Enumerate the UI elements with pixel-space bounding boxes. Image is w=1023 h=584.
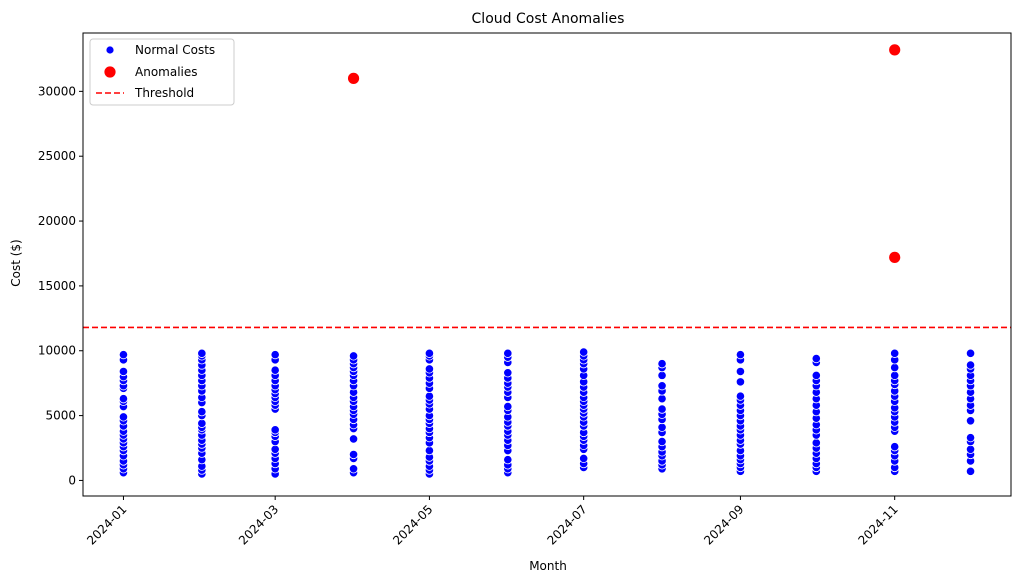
normal-cost-point — [503, 348, 513, 358]
chart-title: Cloud Cost Anomalies — [472, 11, 625, 27]
normal-cost-point — [270, 350, 280, 360]
x-tick-label: 2024-09 — [701, 502, 746, 547]
y-tick-label: 25000 — [38, 149, 76, 163]
normal-cost-point — [657, 436, 667, 447]
normal-cost-point — [965, 433, 976, 443]
normal-cost-point — [890, 442, 900, 452]
normal-cost-point — [579, 453, 589, 463]
legend-label-anomaly: Anomalies — [135, 65, 198, 79]
legend-box — [89, 38, 235, 106]
normal-cost-point — [424, 391, 435, 401]
normal-cost-point — [503, 455, 513, 465]
normal-cost-point — [348, 464, 359, 474]
normal-cost-point — [657, 370, 667, 380]
anomaly-point — [347, 71, 360, 85]
normal-cost-point — [965, 444, 976, 454]
normal-cost-point — [735, 377, 746, 387]
normal-cost-point — [657, 404, 667, 414]
x-tick-label: 2024-01 — [84, 502, 129, 547]
normal-cost-point — [965, 466, 976, 476]
plot-area — [83, 43, 1011, 479]
normal-cost-point — [424, 348, 435, 358]
y-tick-label: 10000 — [38, 344, 76, 358]
normal-cost-point — [735, 350, 746, 360]
normal-cost-point — [965, 416, 976, 426]
normal-cost-point — [118, 350, 129, 360]
normal-cost-point — [890, 363, 900, 373]
normal-cost-point — [270, 365, 280, 375]
y-tick-label: 30000 — [38, 84, 76, 98]
y-axis-label: Cost ($) — [9, 239, 23, 287]
legend-label-normal: Normal Costs — [135, 43, 215, 57]
normal-cost-point — [890, 348, 900, 358]
x-axis: 2024-01 2024-03 2024-05 2024-07 2024-09 2024-… — [84, 496, 901, 548]
normal-cost-point — [118, 394, 129, 404]
normal-cost-point — [657, 422, 667, 432]
legend: Normal Costs Anomalies Threshold — [89, 38, 235, 106]
normal-cost-point — [657, 394, 667, 404]
x-axis-label: Month — [529, 559, 567, 573]
y-tick-label: 15000 — [38, 279, 76, 293]
y-tick-label: 20000 — [38, 214, 76, 228]
normal-cost-point — [657, 359, 667, 369]
normal-cost-point — [197, 348, 207, 358]
legend-label-threshold: Threshold — [134, 86, 194, 100]
x-tick-label: 2024-11 — [855, 502, 900, 547]
x-tick-label: 2024-03 — [236, 502, 281, 547]
normal-cost-point — [657, 381, 667, 391]
normal-cost-point — [811, 438, 821, 448]
y-axis: 0 5000 10000 15000 20000 25000 30000 — [38, 84, 83, 487]
normal-cost-point — [965, 360, 976, 370]
normal-cost-point — [890, 370, 900, 380]
normal-cost-point — [348, 351, 359, 361]
normal-cost-point — [348, 449, 359, 460]
normal-cost-point — [579, 347, 589, 357]
normal-cost-point — [424, 364, 435, 374]
normal-cost-point — [735, 366, 746, 377]
anomaly-point — [888, 43, 902, 57]
normal-cost-point — [118, 412, 129, 422]
normal-cost-point — [811, 353, 821, 364]
normal-cost-point — [270, 444, 280, 454]
normal-cost-point — [965, 348, 976, 358]
y-tick-label: 0 — [68, 473, 76, 487]
normal-cost-point — [118, 366, 129, 377]
legend-marker-normal — [105, 45, 115, 55]
normal-cost-point — [197, 407, 207, 417]
anomaly-point — [888, 250, 902, 264]
normal-cost-point — [348, 434, 359, 444]
normal-cost-point — [270, 425, 280, 435]
normal-cost-point — [197, 418, 207, 428]
y-tick-label: 5000 — [45, 409, 76, 423]
x-tick-label: 2024-07 — [544, 502, 589, 547]
normal-cost-point — [503, 401, 513, 412]
normal-cost-point — [424, 446, 435, 456]
normal-cost-point — [811, 370, 821, 380]
plot-frame — [82, 32, 1012, 497]
legend-marker-anomaly — [103, 65, 117, 79]
normal-cost-point — [735, 391, 746, 401]
x-tick-label: 2024-05 — [390, 502, 435, 547]
normal-cost-point — [503, 368, 513, 378]
